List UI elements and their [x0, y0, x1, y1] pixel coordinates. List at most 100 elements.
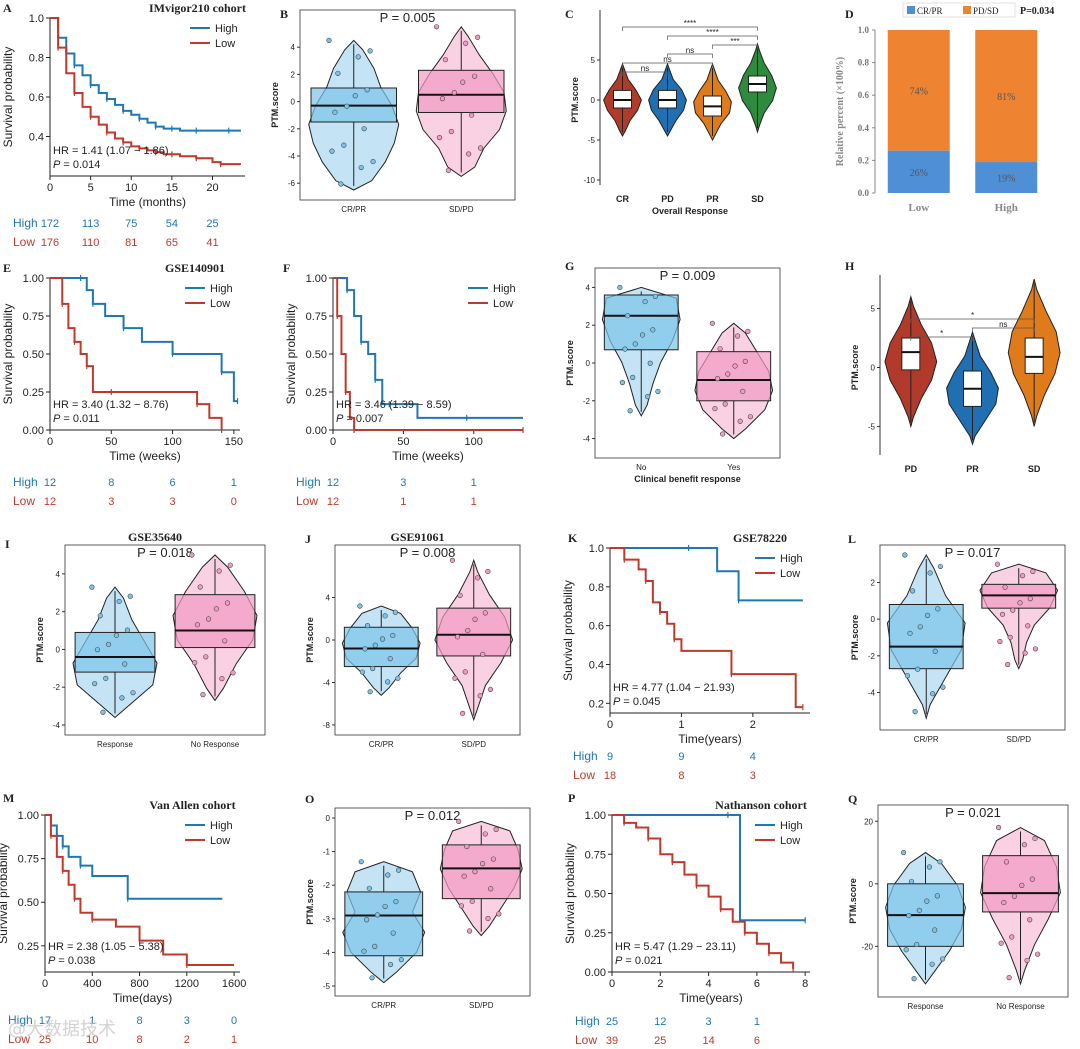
y-tick-label: 0.8 — [589, 582, 604, 594]
risk-count: 3 — [400, 477, 406, 489]
legend-swatch — [963, 6, 971, 14]
p-value: P = 0.008 — [400, 545, 456, 560]
data-point — [720, 431, 726, 437]
data-point — [393, 898, 399, 905]
hr-text: HR = 4.77 (1.04 − 21.93) — [613, 682, 735, 694]
data-point — [916, 907, 922, 913]
risk-count: 0 — [231, 1015, 237, 1027]
data-point — [907, 630, 913, 636]
violin-panel-Q: Q -20 0 20 PTM.score P = 0.021 Response No Resp… — [848, 792, 1069, 1011]
y-tick-label: 0.50 — [23, 349, 44, 361]
legend-label: Low — [780, 835, 800, 847]
x-axis-label: Time(days) — [113, 991, 173, 1005]
data-point — [113, 632, 119, 638]
bar-pd-sd — [975, 30, 1038, 163]
comparison-bracket — [622, 62, 713, 67]
data-point — [999, 611, 1006, 617]
data-point — [448, 128, 454, 135]
data-point — [1024, 957, 1030, 964]
legend-label: Low — [780, 568, 800, 580]
data-point — [1021, 842, 1028, 848]
risk-label-high: High — [13, 475, 38, 489]
y-tick-label: -5 — [868, 422, 876, 431]
risk-count: 10 — [86, 1034, 98, 1046]
data-point — [466, 151, 472, 157]
data-point — [1011, 893, 1017, 899]
y-tick-label: 1.0 — [589, 543, 604, 555]
legend-label: CR/PR — [917, 6, 943, 16]
data-point — [480, 651, 486, 657]
data-point — [352, 93, 358, 99]
y-axis-label: Survival probability — [563, 843, 577, 944]
comparison-label: *** — [730, 37, 739, 46]
data-point — [326, 37, 332, 44]
x-tick-label: 400 — [83, 978, 101, 990]
data-point — [914, 941, 920, 948]
data-point — [472, 869, 478, 875]
data-point — [396, 867, 402, 873]
data-point — [745, 328, 751, 334]
risk-count: 75 — [125, 218, 137, 230]
risk-count: 1 — [754, 1016, 760, 1028]
risk-count: 25 — [39, 1034, 51, 1046]
data-point — [433, 24, 440, 30]
data-point — [485, 915, 491, 922]
violin-panel-C: C -10 -5 0 5 PTM.score CR PD PR SD Overall Respons… — [565, 7, 777, 216]
data-point — [1019, 882, 1025, 888]
comparison-label: **** — [684, 19, 696, 28]
x-axis-label: Time (months) — [109, 195, 186, 209]
legend-label: PD/SD — [973, 6, 999, 16]
panel-title: Van Allen cohort — [149, 798, 235, 812]
data-point — [465, 627, 471, 634]
y-tick-label: 2 — [586, 321, 591, 330]
data-point — [482, 610, 488, 616]
y-axis-label: PTM.score — [570, 77, 580, 123]
violin-panel-B: B -6 -4 -2 0 2 4 PTM.score P = 0.005 CR/PR SD/PD — [270, 7, 516, 214]
y-tick-label: 0.6 — [29, 92, 44, 104]
y-tick-label: -2 — [288, 125, 296, 134]
risk-count: 113 — [82, 218, 100, 230]
panel-letter: Q — [848, 792, 857, 806]
y-tick-label: 0.50 — [585, 889, 606, 901]
data-point — [909, 588, 916, 594]
risk-count: 110 — [82, 237, 100, 249]
y-tick-label: 0.75 — [23, 311, 44, 323]
bar-value-label: 26% — [910, 168, 928, 179]
legend-swatch — [907, 6, 915, 14]
risk-count: 1 — [471, 477, 477, 489]
panel-title: GSE78220 — [733, 531, 787, 545]
legend-label: High — [780, 553, 803, 565]
y-tick-label: -3 — [323, 915, 331, 924]
y-tick-label: 0 — [326, 814, 331, 823]
data-point — [1005, 661, 1011, 668]
y-tick-label: 0.25 — [306, 387, 327, 399]
panel-letter: E — [3, 261, 11, 275]
risk-count: 3 — [706, 1016, 712, 1028]
km-curve-low — [610, 547, 803, 709]
risk-count: 1 — [400, 496, 406, 508]
km-curve-low — [50, 17, 241, 166]
x-tick-label: 2 — [750, 719, 756, 731]
comparison-label: ns — [686, 46, 694, 55]
x-tick-label: 4 — [706, 978, 712, 990]
data-point — [480, 861, 486, 867]
data-point — [932, 927, 938, 933]
x-tick-label: 0 — [609, 978, 615, 990]
y-tick-label: -2 — [53, 683, 61, 692]
y-tick-label: -4 — [323, 679, 331, 688]
y-tick-label: 0.75 — [306, 311, 327, 323]
data-point — [924, 898, 930, 904]
risk-count: 25 — [654, 1035, 666, 1047]
box-iqr — [174, 594, 256, 649]
data-point — [1029, 876, 1035, 882]
data-point — [1022, 650, 1028, 656]
data-point — [908, 878, 915, 885]
data-point — [364, 623, 371, 629]
comparison-label: ns — [641, 64, 649, 73]
risk-count: 6 — [754, 1035, 760, 1047]
panel-letter: C — [565, 7, 574, 21]
comparison-label: ns — [663, 55, 671, 64]
risk-label-low: Low — [13, 494, 35, 508]
